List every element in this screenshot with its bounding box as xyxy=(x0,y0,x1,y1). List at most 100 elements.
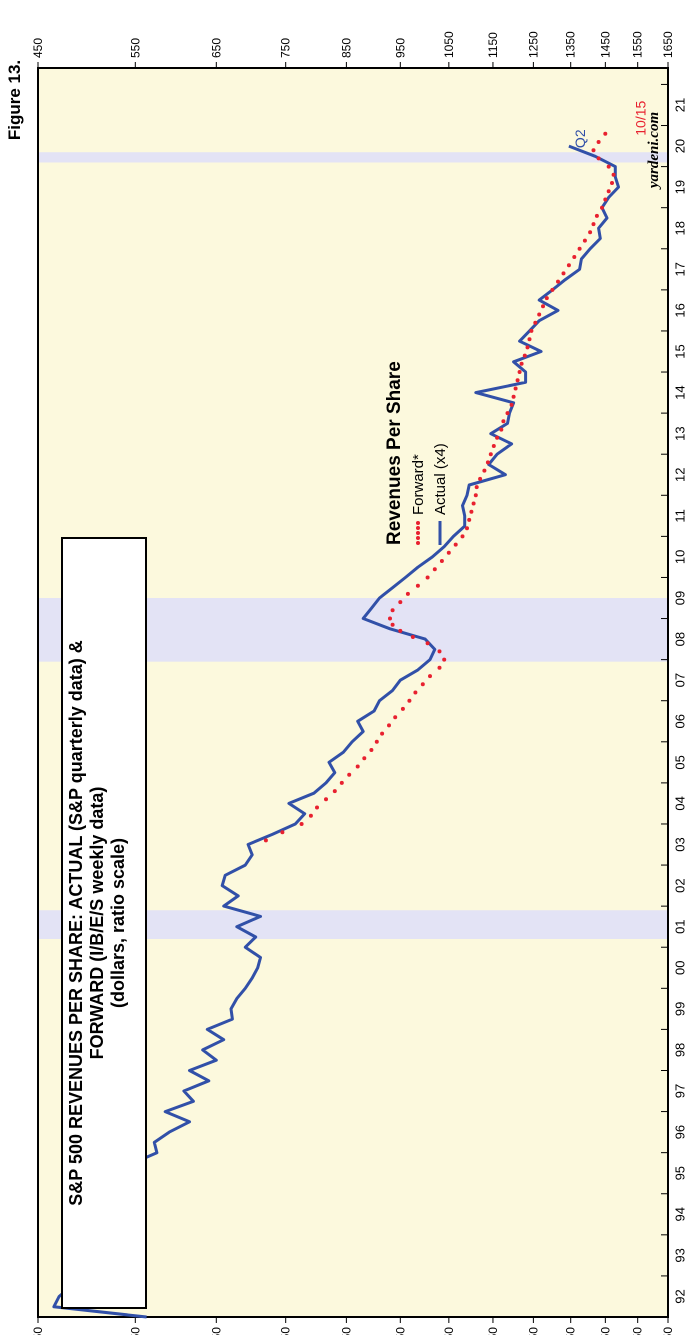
time-axis-tick-label: 18 xyxy=(673,221,688,235)
forward-point xyxy=(460,534,465,539)
time-axis-tick-label: 95 xyxy=(673,1166,688,1180)
forward-point xyxy=(374,739,379,744)
chart-title-line: S&P 500 REVENUES PER SHARE: ACTUAL (S&P … xyxy=(66,640,86,1205)
time-axis-tick-label: 16 xyxy=(673,303,688,317)
chart-title-line: FORWARD (I/B/E/S weekly data) xyxy=(87,787,107,1060)
forward-point xyxy=(398,628,403,633)
forward-point xyxy=(398,600,403,605)
forward-point xyxy=(550,287,555,292)
forward-point xyxy=(280,830,285,835)
time-axis-tick-label: 94 xyxy=(673,1207,688,1221)
forward-point xyxy=(407,698,412,703)
left-axis-tick-label: 1550 xyxy=(631,1327,645,1335)
forward-point xyxy=(478,476,483,481)
forward-point xyxy=(453,542,458,547)
time-axis-tick-label: 15 xyxy=(673,344,688,358)
forward-point xyxy=(596,140,601,144)
forward-point xyxy=(513,386,518,391)
time-axis-tick-label: 21 xyxy=(673,98,688,112)
forward-point xyxy=(577,246,582,251)
forward-series-points xyxy=(263,131,616,843)
time-axis-tick-label: 07 xyxy=(673,673,688,687)
forward-point xyxy=(561,271,566,276)
forward-point xyxy=(603,131,608,136)
forward-point xyxy=(471,501,476,506)
time-axis-tick-label: 02 xyxy=(673,878,688,892)
forward-point xyxy=(393,715,398,720)
forward-point xyxy=(485,460,490,465)
left-axis-tick-label: 650 xyxy=(209,1327,223,1335)
forward-point xyxy=(537,312,542,317)
forward-point xyxy=(606,189,611,194)
left-axis-tick-label: 1450 xyxy=(598,1327,612,1335)
time-axis-tick-label: 17 xyxy=(673,262,688,276)
forward-point xyxy=(505,411,510,416)
left-axis-tick-label: 1650 xyxy=(661,1327,675,1335)
right-axis-tick-label: 1450 xyxy=(598,31,612,58)
forward-point xyxy=(556,279,560,284)
forward-point xyxy=(263,838,268,843)
forward-point xyxy=(596,156,601,161)
forward-point xyxy=(591,222,596,227)
forward-point xyxy=(511,394,516,399)
right-axis-tick-label: 1250 xyxy=(526,31,540,58)
legend-entry-forward: Forward* xyxy=(410,454,427,515)
legend: Revenues Per Share Forward* Actual (x4) xyxy=(384,361,449,545)
forward-point xyxy=(610,181,614,185)
forward-point xyxy=(582,238,587,243)
time-axis-tick-label: 06 xyxy=(673,714,688,728)
time-axis-tick-label: 11 xyxy=(673,509,688,523)
right-axis-tick-label: 650 xyxy=(209,38,223,58)
left-axis-tick-label: 850 xyxy=(339,1327,353,1335)
forward-point xyxy=(405,591,410,596)
forward-point xyxy=(519,361,524,366)
forward-point xyxy=(515,378,520,383)
time-axis-tick-label: 13 xyxy=(673,426,688,440)
forward-point xyxy=(473,493,478,498)
forward-point xyxy=(355,764,360,769)
actual-end-label: Q2 xyxy=(572,129,588,148)
forward-point xyxy=(387,723,391,728)
time-axis-tick-label: 12 xyxy=(673,468,688,482)
forward-point xyxy=(611,172,616,177)
forward-point xyxy=(410,635,415,639)
time-axis-tick-label: 98 xyxy=(673,1043,688,1057)
forward-point xyxy=(369,748,374,752)
forward-point xyxy=(446,550,451,555)
time-axis-tick-label: 04 xyxy=(673,796,688,810)
left-axis-tick-label: 550 xyxy=(128,1327,142,1335)
forward-point xyxy=(517,370,522,374)
forward-point xyxy=(525,345,530,350)
right-axis-tick-label: 750 xyxy=(279,38,293,58)
right-axis-tick-label: 1150 xyxy=(486,32,500,58)
left-axis-tick-label: 450 xyxy=(31,1327,45,1335)
forward-point xyxy=(491,444,496,448)
time-axis-tick-label: 96 xyxy=(673,1125,688,1139)
forward-point xyxy=(308,813,313,818)
chart-title-line: (dollars, ratio scale) xyxy=(108,838,128,1008)
right-axis-tick-label: 1350 xyxy=(564,31,578,58)
legend-entry-actual: Actual (x4) xyxy=(432,443,449,515)
forward-end-label: 10/15 xyxy=(632,100,648,135)
time-axis-tick-label: 03 xyxy=(673,837,688,851)
forward-point xyxy=(465,526,469,531)
forward-point xyxy=(527,337,532,342)
right-axis-tick-label: 450 xyxy=(31,38,45,58)
forward-point xyxy=(469,509,474,514)
legend-forward-swatch xyxy=(416,521,420,525)
time-axis-tick-label: 09 xyxy=(673,591,688,605)
forward-point xyxy=(425,641,430,646)
title-box xyxy=(61,537,147,1309)
time-axis-tick-label: 92 xyxy=(673,1289,688,1303)
forward-point xyxy=(339,780,344,785)
plot-frame xyxy=(37,67,669,1318)
forward-point xyxy=(541,304,545,309)
forward-point xyxy=(437,649,442,654)
legend-forward-swatch xyxy=(416,541,420,545)
forward-point xyxy=(488,452,493,457)
forward-point xyxy=(499,427,504,432)
right-axis-tick-label: 1650 xyxy=(661,31,675,58)
forward-point xyxy=(544,296,549,301)
time-axis-tick-label: 99 xyxy=(673,1002,688,1016)
